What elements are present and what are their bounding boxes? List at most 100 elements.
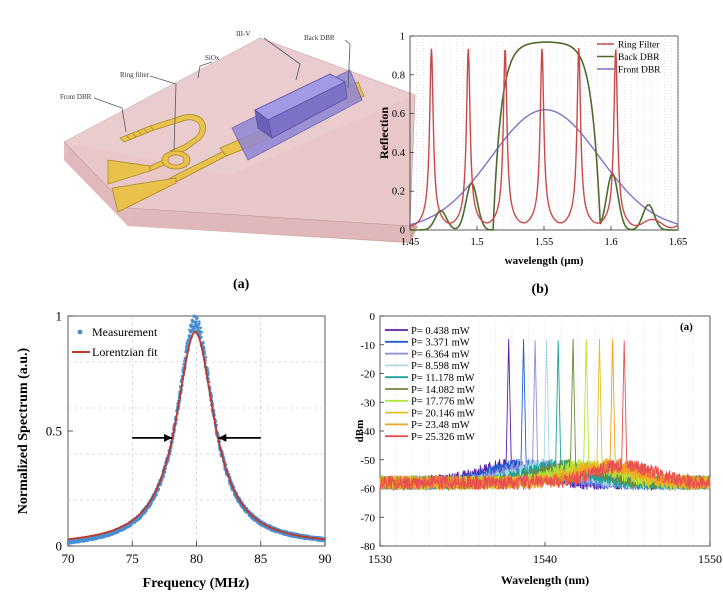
legend-label: P= 20.146 mW [411, 408, 475, 419]
x-tick-label: 1540 [533, 552, 557, 566]
measurement-point [207, 371, 210, 375]
iii-v-section [231, 69, 363, 161]
legend-label: Back DBR [618, 53, 660, 63]
panel-a-caption: (a) [233, 277, 250, 292]
legend-label: Lorentzian fit [92, 345, 158, 359]
x-tick-label: 1.6 [604, 237, 617, 248]
legend-label: P= 23.48 mW [411, 420, 470, 431]
series-lorentzian-fit [67, 331, 326, 541]
legend: Measurement Lorentzian fit [72, 325, 158, 359]
callouts [93, 37, 351, 151]
measurement-point [199, 326, 203, 330]
x-axis-label: wavelength (µm) [505, 255, 584, 267]
measurement-point [206, 368, 210, 372]
front-dbr-label: Front DBR [60, 93, 92, 101]
axis-ticks: 1530 1540 1550 0 -10 -20 -30 -40 -50 -60 -70 -80 [360, 311, 722, 566]
iii-v-mesa-side [254, 109, 273, 139]
measurement-point [202, 341, 205, 345]
axis-ticks: 1.45 1.5 1.55 1.6 1.65 0 0.2 0.4 0.6 0.8 1 [392, 32, 687, 249]
x-tick-label: 85 [254, 551, 267, 566]
legend-label: Front DBR [618, 66, 661, 76]
spectrum-chart: 70 75 80 85 90 0 0.5 1 Frequency (MHz) Normaliz… [16, 309, 332, 592]
axis-ticks: 70 75 80 85 90 0 0.5 1 [46, 309, 332, 567]
x-tick-label: 1.5 [470, 237, 483, 248]
y-tick-label: 1 [56, 309, 63, 324]
y-tick-label: -80 [360, 541, 375, 553]
series [379, 338, 711, 492]
x-tick-label: 80 [190, 551, 203, 566]
series-ring-filter [409, 48, 679, 229]
siox-label: SiOx [205, 54, 220, 62]
x-tick-label: 1550 [698, 552, 722, 566]
measurement-point [206, 366, 209, 370]
measurement-point [133, 521, 137, 524]
back-dbr-label: Back DBR [304, 34, 335, 42]
series-line [379, 340, 711, 491]
chip-top-highlight [64, 38, 415, 175]
arrow-head [164, 433, 173, 442]
y-tick-label: 0 [56, 539, 63, 554]
legend-label: Measurement [92, 325, 158, 339]
series [66, 314, 327, 545]
y-tick-label: -10 [360, 340, 375, 352]
legend-label: P= 3.371 mW [411, 338, 470, 349]
measurement-point [198, 333, 202, 337]
x-axis-label: Wavelength (nm) [501, 573, 589, 587]
measurement-point [196, 317, 199, 320]
legend-label: Ring Filter [618, 41, 660, 51]
measurement-point [204, 356, 208, 359]
panel-tag: (a) [680, 321, 693, 333]
y-axis-label: Reflection [377, 107, 391, 159]
x-tick-label: 1530 [368, 552, 392, 566]
y-tick-label: -60 [360, 484, 375, 496]
measurement-point [195, 320, 198, 324]
measurement-point [202, 345, 206, 349]
y-tick-label: -40 [360, 426, 375, 438]
measurement-point [200, 330, 203, 334]
x-tick-label: 70 [62, 551, 75, 566]
measurement-point [203, 350, 207, 354]
legend-swatch [77, 329, 83, 335]
legend: P= 0.438 mWP= 3.371 mWP= 6.364 mWP= 8.59… [385, 326, 475, 443]
legend-label: P= 6.364 mW [411, 349, 470, 360]
legend-label: P= 14.082 mW [411, 385, 475, 396]
device-schematic: III-V SiOx Back DBR Ring filter Front DB… [60, 30, 418, 292]
legend-label: P= 17.776 mW [411, 397, 475, 408]
measurement-point [155, 493, 158, 497]
y-tick-label: -70 [360, 512, 375, 524]
ring-filter-label: Ring filter [120, 71, 150, 79]
output-taper [111, 177, 177, 213]
legend-label: P= 11.178 mW [411, 373, 475, 384]
y-tick-label: 0.8 [392, 70, 405, 81]
y-axis-label: dBm [354, 420, 366, 443]
x-tick-label: 1.45 [401, 237, 419, 248]
y-tick-label: 0 [370, 311, 376, 323]
series-back-dbr [410, 41, 678, 231]
measurement-point [193, 314, 197, 318]
panel-b-caption: (b) [531, 282, 548, 297]
y-tick-label: -20 [360, 369, 375, 381]
legend-label: P= 0.438 mW [411, 326, 470, 337]
iii-v-label: III-V [236, 30, 250, 38]
measurement-point [200, 335, 203, 339]
measurement-point [202, 347, 206, 351]
y-tick-label: 0.5 [46, 424, 62, 439]
y-tick-label: 0.4 [392, 148, 406, 159]
x-tick-label: 1.55 [535, 237, 553, 248]
y-tick-label: -50 [360, 455, 375, 467]
measurement-point [197, 326, 200, 330]
lasing-chart: 1530 1540 1550 0 -10 -20 -30 -40 -50 -60 -70 -80 Wa… [354, 311, 722, 587]
measurement-point [198, 320, 201, 323]
arrow-head [218, 433, 227, 442]
x-axis-label: Frequency (MHz) [143, 576, 250, 591]
grid [396, 316, 694, 546]
chip-side-glass [64, 142, 410, 242]
legend-label: P= 25.326 mW [411, 432, 475, 443]
grid [416, 36, 679, 230]
y-tick-label: 1 [400, 32, 405, 43]
input-taper [107, 159, 151, 185]
y-tick-label: 0.2 [392, 187, 405, 198]
legend-label: P= 8.598 mW [411, 361, 470, 372]
annotations [132, 433, 261, 442]
